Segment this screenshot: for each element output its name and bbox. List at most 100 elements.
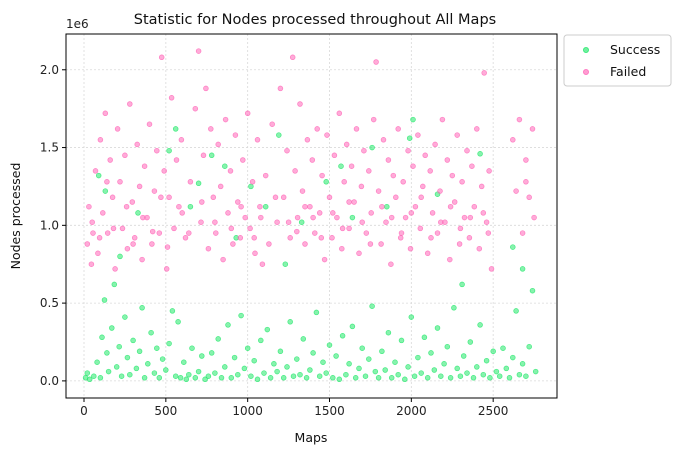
data-point-failed <box>100 210 106 216</box>
data-point-failed <box>467 214 474 221</box>
data-point-failed <box>213 230 219 236</box>
data-point-failed <box>456 241 463 247</box>
data-point-failed <box>307 203 313 210</box>
data-point-success <box>231 354 238 361</box>
data-point-failed <box>161 168 167 174</box>
data-point-success <box>267 375 274 381</box>
data-point-success <box>434 325 441 331</box>
legend-label-failed: Failed <box>610 64 646 79</box>
data-point-failed <box>529 126 536 132</box>
data-point-failed <box>449 172 456 179</box>
data-point-failed <box>179 210 185 216</box>
data-point-success <box>248 373 254 379</box>
data-point-failed <box>228 225 235 232</box>
data-point-failed <box>110 225 117 232</box>
data-point-success <box>369 303 375 309</box>
data-point-success <box>480 371 487 378</box>
data-point-failed <box>235 199 241 205</box>
data-point-failed <box>471 203 478 210</box>
data-point-success <box>392 359 398 365</box>
data-point-success <box>418 370 424 376</box>
data-point-success <box>280 375 287 381</box>
data-point-success <box>339 333 346 339</box>
data-point-failed <box>89 219 95 225</box>
data-point-success <box>375 375 382 381</box>
data-point-success <box>86 376 93 383</box>
data-point-success <box>369 144 375 151</box>
data-point-failed <box>277 85 284 92</box>
data-point-failed <box>139 256 145 263</box>
data-point-failed <box>346 225 352 232</box>
data-point-success <box>366 356 372 362</box>
data-point-failed <box>314 126 320 132</box>
data-point-success <box>159 356 166 362</box>
data-point-success <box>406 135 413 141</box>
data-point-success <box>116 343 122 350</box>
data-point-failed <box>238 203 244 210</box>
data-point-success <box>166 340 172 347</box>
data-point-success <box>95 172 102 179</box>
data-point-failed <box>432 141 438 148</box>
data-point-success <box>94 359 100 365</box>
data-point-failed <box>319 172 325 179</box>
data-points <box>82 48 539 383</box>
y-axis-offset-text: 1e6 <box>66 17 89 31</box>
data-point-failed <box>134 141 140 148</box>
data-point-failed <box>402 214 409 221</box>
data-point-failed <box>149 228 156 235</box>
series-failed <box>84 48 537 272</box>
data-point-success <box>208 350 215 356</box>
data-point-failed <box>215 141 221 148</box>
data-point-success <box>421 334 428 341</box>
data-point-failed <box>513 188 519 194</box>
data-point-failed <box>415 132 421 138</box>
data-point-failed <box>412 203 419 210</box>
data-point-success <box>187 203 194 210</box>
data-point-failed <box>410 163 416 169</box>
data-point-failed <box>390 172 397 179</box>
data-point-success <box>154 345 160 351</box>
x-tick-label: 0 <box>80 404 88 418</box>
data-point-failed <box>96 235 103 241</box>
data-point-failed <box>220 256 226 263</box>
data-point-failed <box>176 203 182 210</box>
data-point-failed <box>237 235 244 241</box>
data-point-success <box>91 373 97 379</box>
data-point-success <box>316 373 323 379</box>
data-point-failed <box>104 179 110 185</box>
data-point-success <box>113 364 120 370</box>
data-point-failed <box>395 126 401 132</box>
data-point-failed <box>199 199 205 205</box>
data-point-failed <box>324 132 330 138</box>
x-tick-label: 500 <box>154 404 177 418</box>
data-point-success <box>447 375 454 381</box>
data-point-success <box>84 370 91 376</box>
data-point-success <box>189 345 195 351</box>
y-axis-label: Nodes processed <box>8 163 23 270</box>
data-point-failed <box>397 235 404 241</box>
data-point-failed <box>171 225 177 232</box>
data-point-success <box>156 375 163 381</box>
data-point-success <box>513 308 519 314</box>
data-point-failed <box>519 230 526 236</box>
data-point-failed <box>203 85 209 92</box>
data-point-failed <box>257 203 263 210</box>
data-point-failed <box>516 116 523 123</box>
data-point-failed <box>178 137 185 143</box>
data-point-failed <box>258 214 264 221</box>
data-point-failed <box>158 194 164 201</box>
data-point-success <box>415 354 421 361</box>
data-point-failed <box>348 163 355 169</box>
data-point-success <box>372 368 379 375</box>
data-point-failed <box>466 235 473 241</box>
data-point-success <box>271 361 277 367</box>
data-point-success <box>510 354 516 361</box>
data-point-success <box>454 365 460 372</box>
data-point-failed <box>510 137 516 143</box>
data-point-failed <box>124 245 131 252</box>
data-point-failed <box>225 210 231 216</box>
data-point-failed <box>119 225 126 232</box>
data-point-success <box>215 336 221 342</box>
data-point-failed <box>429 210 436 216</box>
